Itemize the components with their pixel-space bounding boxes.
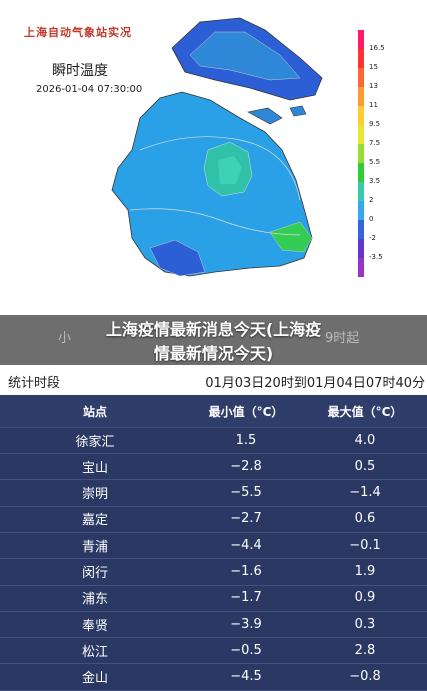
- station-name: 嘉定: [81, 513, 108, 529]
- legend-tick-label: 11: [369, 101, 378, 109]
- station-name: 青浦: [81, 539, 108, 555]
- station-name: 浦东: [81, 592, 108, 608]
- legend-tick-label: 5.5: [369, 158, 381, 166]
- min-temp: −3.9: [230, 616, 262, 632]
- station-name: 奉贤: [81, 618, 108, 634]
- table-row: 闵行 −1.6 1.9: [0, 559, 427, 586]
- temperature-table: 站点 最小值（°C） 最大值（°C） 徐家汇 1.5 4.0 宝山 −2.8 0.5 崇明 −…: [0, 395, 427, 691]
- cold-southwest: [149, 239, 206, 277]
- temperature-map-panel: 上海自动气象站实况 瞬时温度 2026-01-04 07:30:00 16.5 1…: [0, 0, 427, 315]
- max-temp: 0.9: [354, 590, 376, 606]
- legend-swatch: [358, 49, 364, 68]
- header-station: 站点: [82, 404, 107, 419]
- table-row: 嘉定 −2.7 0.6: [0, 506, 427, 533]
- max-temp: 1.9: [354, 564, 376, 579]
- statistics-period-bar: 统计时段 01月03日20时到01月04日07时40分: [0, 365, 427, 395]
- table-row: 奉贤 −3.9 0.3: [0, 611, 427, 639]
- legend-tick-label: -3.5: [369, 253, 383, 261]
- headline-line-1: 上海疫情最新消息今天(上海疫: [105, 320, 322, 339]
- table-row: 松江 −0.5 2.8: [0, 637, 427, 665]
- hengsha-island: [289, 105, 307, 117]
- min-temp: −4.5: [230, 669, 262, 685]
- headline-line-2: 情最新情况今天): [153, 344, 274, 363]
- min-temp: −2.8: [230, 458, 262, 474]
- legend-tick-label: 16.5: [369, 44, 385, 52]
- max-temp: −1.4: [349, 485, 381, 501]
- table-row: 青浦 −4.4 −0.1: [0, 532, 427, 560]
- max-temp: −0.1: [349, 537, 381, 553]
- legend-swatch: [358, 163, 364, 182]
- legend-swatch: [358, 201, 364, 220]
- header-min: 最小值（°C）: [208, 404, 284, 419]
- max-temp: 4.0: [354, 432, 376, 448]
- map-title: 上海自动气象站实况: [24, 26, 132, 39]
- chongming-inner: [189, 31, 301, 81]
- changxing-island: [247, 107, 283, 125]
- min-temp: −4.4: [230, 537, 262, 553]
- legend-tick-label: 0: [369, 215, 374, 223]
- max-temp: 2.8: [354, 642, 376, 658]
- legend-swatch: [358, 87, 364, 106]
- legend-tick-label: 7.5: [369, 139, 381, 147]
- legend-swatch: [358, 258, 364, 277]
- legend-tick-label: 9.5: [369, 120, 381, 128]
- table-header: 站点 最小值（°C） 最大值（°C）: [0, 395, 427, 428]
- legend-swatch: [358, 68, 364, 87]
- station-name: 崇明: [81, 487, 108, 503]
- headline-caption[interactable]: 上海疫情最新消息今天(上海疫 情最新情况今天): [0, 318, 427, 366]
- min-temp: −2.7: [230, 511, 262, 527]
- legend-swatch: [358, 144, 364, 163]
- station-name: 松江: [81, 644, 108, 660]
- legend-swatch: [358, 125, 364, 144]
- min-temp: −1.7: [230, 590, 262, 606]
- min-temp: −1.6: [230, 564, 262, 579]
- min-temp: −5.5: [230, 485, 262, 501]
- legend-tick-label: 3.5: [369, 177, 381, 185]
- max-temp: 0.5: [354, 458, 376, 474]
- legend-tick-label: -2: [369, 234, 376, 242]
- max-temp: 0.3: [354, 616, 376, 632]
- warm-southeast: [269, 221, 313, 253]
- caption-band: 小 9时起: [0, 315, 427, 365]
- ghost-text-right: 9时起: [325, 331, 360, 346]
- ghost-text-left: 小: [58, 331, 72, 346]
- statistics-period-label: 统计时段: [8, 376, 61, 391]
- station-name: 金山: [81, 671, 108, 687]
- header-max: 最大值（°C）: [327, 404, 403, 419]
- isotherm-line: [139, 136, 301, 201]
- legend-colorbar: [358, 30, 364, 277]
- legend-swatch: [358, 239, 364, 258]
- station-name: 闵行: [81, 566, 108, 581]
- legend-swatch: [358, 106, 364, 125]
- statistics-period-range: 01月03日20时到01月04日07时40分: [205, 376, 425, 391]
- map-timestamp: 2026-01-04 07:30:00: [36, 84, 143, 95]
- min-temp: −0.5: [230, 642, 262, 658]
- table-row: 徐家汇 1.5 4.0: [0, 427, 427, 454]
- legend-swatch: [358, 30, 364, 49]
- map-subtitle: 瞬时温度: [52, 63, 108, 79]
- min-temp: 1.5: [235, 432, 257, 448]
- station-name: 徐家汇: [75, 434, 115, 450]
- table-row: 金山 −4.5 −0.8: [0, 664, 427, 691]
- warm-inner: [218, 156, 242, 184]
- table-row: 浦东 −1.7 0.9: [0, 585, 427, 612]
- legend-tick-label: 15: [369, 63, 378, 71]
- legend-swatch: [358, 220, 364, 239]
- max-temp: 0.6: [354, 511, 376, 527]
- max-temp: −0.8: [349, 669, 381, 685]
- table-row: 崇明 −5.5 −1.4: [0, 480, 427, 507]
- legend-tick-label: 13: [369, 82, 378, 90]
- station-name: 宝山: [81, 460, 108, 476]
- table-row: 宝山 −2.8 0.5: [0, 453, 427, 481]
- legend-swatch: [358, 182, 364, 201]
- shanghai-temperature-map: [111, 17, 364, 277]
- isotherm-line: [129, 208, 301, 236]
- legend-tick-label: 2: [369, 196, 374, 204]
